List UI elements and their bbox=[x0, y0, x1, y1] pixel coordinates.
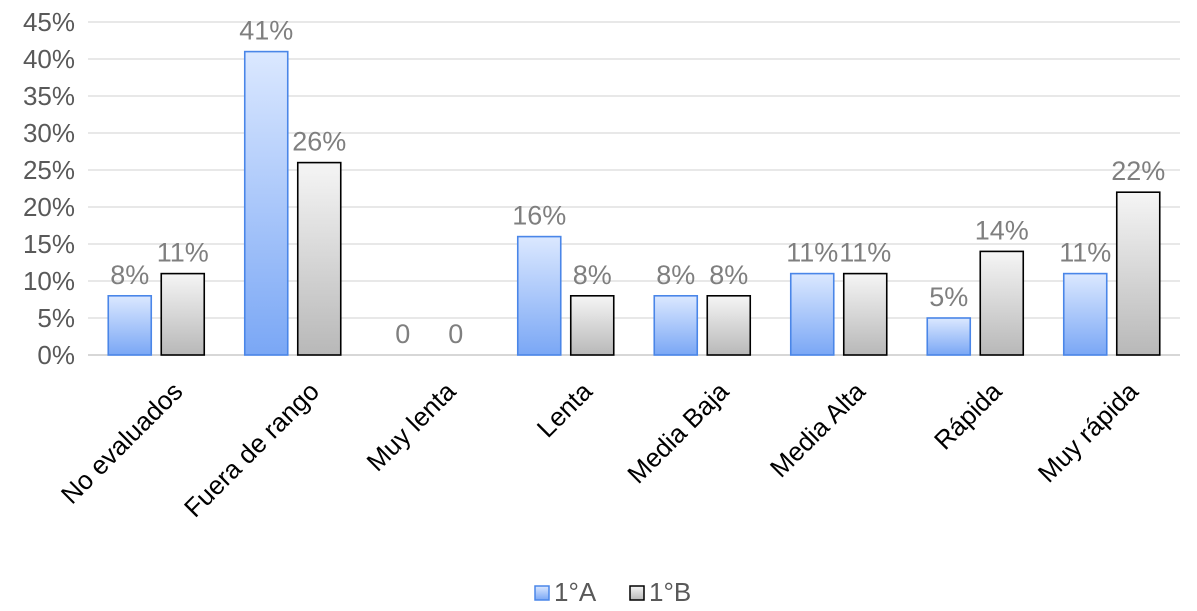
bar-series-a bbox=[926, 317, 972, 356]
y-tick-label: 30% bbox=[23, 118, 75, 148]
x-category-label: Media Baja bbox=[621, 376, 735, 490]
y-tick-label: 15% bbox=[23, 229, 75, 259]
data-label: 16% bbox=[512, 201, 566, 231]
bar-series-a bbox=[107, 294, 153, 356]
bar-series-b bbox=[979, 250, 1025, 356]
bar-series-a bbox=[243, 50, 289, 356]
data-label: 41% bbox=[239, 16, 293, 46]
data-label: 8% bbox=[110, 260, 149, 290]
data-label: 26% bbox=[292, 127, 346, 157]
y-tick-label: 45% bbox=[23, 7, 75, 37]
y-tick-label: 40% bbox=[23, 44, 75, 74]
data-labels: 8%11%41%26%0 016%8% 8% 8%11% 11%5%14%11%22% bbox=[110, 16, 1165, 349]
legend-swatch bbox=[629, 585, 645, 601]
y-tick-label: 5% bbox=[37, 303, 75, 333]
data-label: 11% bbox=[157, 238, 209, 268]
bar-series-a bbox=[1062, 272, 1108, 356]
legend-label: 1°A bbox=[554, 577, 597, 607]
y-axis: 0% 5% 10% 15% 20% 25% 30% 35% 40% 45% bbox=[23, 7, 75, 370]
legend-swatch bbox=[534, 585, 550, 601]
data-label: 8% bbox=[709, 260, 748, 290]
data-label: 14% bbox=[975, 215, 1029, 245]
bars bbox=[107, 50, 1161, 356]
y-tick-label: 25% bbox=[23, 155, 75, 185]
data-label: 5% bbox=[929, 282, 968, 312]
x-category-label: Fuera de rango bbox=[178, 376, 325, 523]
x-category-label: No evaluados bbox=[55, 376, 189, 510]
data-label: 8% bbox=[656, 260, 695, 290]
y-tick-label: 10% bbox=[23, 266, 75, 296]
x-category-label: Muy lenta bbox=[361, 376, 462, 477]
x-category-label: Lenta bbox=[531, 376, 599, 444]
bar-series-a bbox=[653, 294, 699, 356]
y-tick-label: 20% bbox=[23, 192, 75, 222]
bar-series-a bbox=[789, 272, 835, 356]
data-label: 22% bbox=[1111, 156, 1165, 186]
x-category-label: Rápida bbox=[928, 376, 1008, 456]
x-category-label: Media Alta bbox=[764, 376, 871, 483]
bar-series-b bbox=[1115, 191, 1161, 356]
data-label: 0 bbox=[395, 319, 410, 349]
bar-series-b bbox=[569, 294, 615, 356]
data-label: 8% bbox=[573, 260, 612, 290]
legend: 1°A 1°B bbox=[534, 577, 691, 607]
data-label: 0 bbox=[448, 319, 463, 349]
y-tick-label: 35% bbox=[23, 81, 75, 111]
data-label: 11% bbox=[839, 238, 891, 268]
bar-series-a bbox=[516, 235, 562, 356]
bar-series-b bbox=[160, 272, 206, 356]
x-category-label: Muy rápida bbox=[1032, 376, 1145, 489]
y-tick-label: 0% bbox=[37, 340, 75, 370]
bar-series-b bbox=[706, 294, 752, 356]
bar-series-b bbox=[296, 161, 342, 356]
bar-series-b bbox=[842, 272, 888, 356]
data-label: 11% bbox=[786, 238, 838, 268]
legend-label: 1°B bbox=[649, 577, 691, 607]
data-label: 11% bbox=[1059, 238, 1111, 268]
